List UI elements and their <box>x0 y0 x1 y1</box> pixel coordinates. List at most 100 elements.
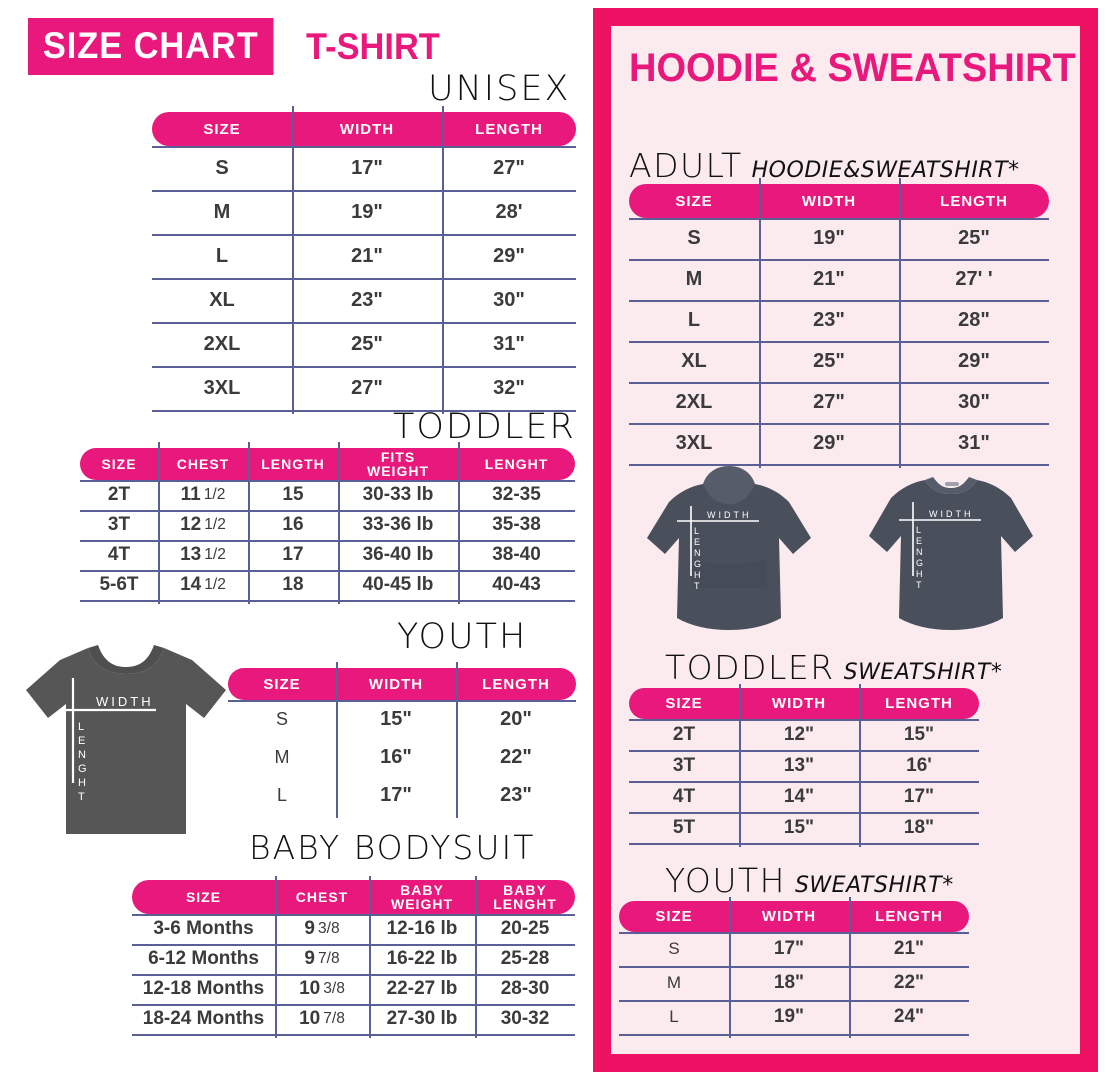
table-cell: 2XL <box>203 332 241 355</box>
table-cell: 23" <box>813 309 845 331</box>
table-grid-line <box>248 442 250 604</box>
table-cell: 27-30 lb <box>386 1008 458 1029</box>
hoodie-illustration: WIDTH L E N G H T <box>647 466 811 630</box>
adult-title-main: ADULT <box>629 146 743 185</box>
table-grid-line <box>80 540 575 542</box>
svg-text:H: H <box>78 777 86 789</box>
svg-text:E: E <box>78 735 85 747</box>
svg-text:E: E <box>694 537 700 547</box>
table-cell: 9 7/8 <box>304 948 340 969</box>
table-cell: 19" <box>773 1006 805 1027</box>
svg-text:L: L <box>78 721 84 733</box>
table-cell: 35-38 <box>492 514 541 535</box>
table-youth-sweatshirt: SIZE WIDTH LENGTH S 17" 21" M 18" 22" L 19" 24" <box>619 897 969 1040</box>
column-header: WIDTH <box>339 120 395 138</box>
table-cell: 40-43 <box>492 574 541 595</box>
svg-text:WIDTH: WIDTH <box>96 694 154 709</box>
table-cell: 19" <box>351 200 383 223</box>
table-cell: 4T <box>107 544 131 565</box>
column-header: WIDTH <box>771 695 827 712</box>
column-header: SIZE <box>655 908 693 925</box>
column-header: LENGTH <box>482 675 550 693</box>
table-grid-line <box>629 218 1049 220</box>
table-cell: 17" <box>351 156 383 179</box>
table-cell: 9 3/8 <box>304 918 340 939</box>
section-title-baby-bodysuit: BABY BODYSUIT <box>249 828 536 867</box>
table-cell: 36-40 lb <box>362 544 434 565</box>
section-title-toddler-sweatshirt: TODDLER SWEATSHIRT* <box>665 648 1002 687</box>
table-cell: 29" <box>493 244 525 267</box>
svg-text:T: T <box>78 791 85 803</box>
table-cell: S <box>668 939 680 958</box>
table-unisex: SIZE WIDTH LENGTH S 17" 27" M 19" 28' L 21" 29" XL 23… <box>152 106 576 416</box>
table-cell: S <box>275 708 288 729</box>
column-header: BABY WEIGHT <box>391 882 453 912</box>
table-grid-line <box>336 662 338 818</box>
table-cell: 12 1/2 <box>180 514 226 535</box>
svg-text:WIDTH: WIDTH <box>929 509 974 519</box>
table-youth: SIZE WIDTH LENGTH S 15" 20" M 16" 22" L 17" 23" <box>228 662 576 820</box>
table-cell: 32-35 <box>492 484 541 505</box>
adult-title-sub: HOODIE&SWEATSHIRT* <box>751 158 1020 183</box>
table-cell: 40-45 lb <box>362 574 434 595</box>
table-grid-line <box>80 510 575 512</box>
svg-text:L: L <box>916 525 921 535</box>
table-grid-line <box>132 1034 575 1036</box>
table-cell: 5T <box>672 816 696 838</box>
table-cell: 12-18 Months <box>142 978 265 999</box>
table-cell: 18 <box>282 574 304 595</box>
column-header: FITS WEIGHT <box>367 449 429 479</box>
column-header: LENGTH <box>475 120 543 138</box>
table-cell: 29" <box>958 350 990 372</box>
table-cell: 22" <box>893 972 925 993</box>
svg-text:T: T <box>916 580 922 590</box>
table-cell: 23" <box>500 783 532 806</box>
svg-text:L: L <box>694 526 699 536</box>
table-grid-line <box>629 423 1049 425</box>
table-grid-line <box>456 662 458 818</box>
column-header: CHEST <box>295 889 349 905</box>
table-cell: 15" <box>903 723 935 745</box>
table-grid-line <box>132 974 575 976</box>
table-cell: M <box>666 973 682 992</box>
column-header: LENGTH <box>875 908 943 925</box>
table-cell: 21" <box>813 268 845 290</box>
table-cell: 13 1/2 <box>180 544 226 565</box>
table-grid-line <box>158 442 160 604</box>
table-cell: M <box>213 200 231 223</box>
table-cell: 25" <box>958 227 990 249</box>
table-cell: 5-6T <box>99 574 139 595</box>
table-header-background <box>228 668 576 700</box>
table-cell: 30" <box>493 288 525 311</box>
table-cell: L <box>669 1007 679 1026</box>
table-cell: 20-25 <box>500 918 550 939</box>
youth-sw-title-main: YOUTH <box>665 861 786 900</box>
table-grid-line <box>80 480 575 482</box>
table-grid-line <box>629 843 979 845</box>
table-cell: L <box>215 244 229 267</box>
table-grid-line <box>152 146 576 148</box>
product-title: T-SHIRT <box>306 26 440 67</box>
table-cell: 16-22 lb <box>386 948 458 969</box>
column-header: LENGTH <box>940 192 1008 210</box>
table-header-background <box>629 688 979 719</box>
table-cell: 21" <box>351 244 383 267</box>
column-header: SIZE <box>665 695 703 712</box>
section-title-youth: YOUTH <box>397 617 528 657</box>
column-header: LENGHT <box>484 456 549 472</box>
table-cell: 29" <box>813 432 845 454</box>
table-header-background <box>619 901 969 932</box>
table-cell: 10 7/8 <box>299 1008 345 1029</box>
table-grid-line <box>152 278 576 280</box>
table-cell: 16 <box>282 514 304 535</box>
table-cell: S <box>687 227 701 249</box>
table-cell: 27" <box>351 376 383 399</box>
hoodie-panel-title: HOODIE & SWEATSHIRT <box>629 46 1076 90</box>
garment-illustrations: WIDTH L E N G H T <box>631 458 1071 636</box>
table-grid-line <box>619 1034 969 1036</box>
table-cell: 38-40 <box>492 544 541 565</box>
toddler-sw-title-main: TODDLER <box>665 648 835 687</box>
table-cell: 17" <box>903 785 935 807</box>
table-cell: 30" <box>958 391 990 413</box>
tshirt-panel: SIZE CHART T-SHIRT UNISEX SIZE WIDTH LENGT… <box>26 18 576 1038</box>
